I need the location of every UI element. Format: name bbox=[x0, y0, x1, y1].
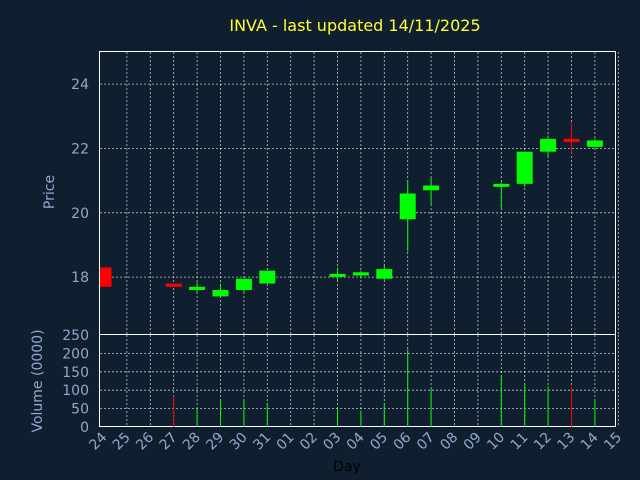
x-tick-label: 06 bbox=[391, 429, 415, 453]
x-axis: 24 25 26 27 28 29 30 31 01 02 03 04 05 06 07 08 09 10 11 12… bbox=[86, 429, 625, 453]
x-tick-label: 09 bbox=[461, 430, 485, 454]
x-tick-label: 26 bbox=[133, 429, 157, 453]
volume-y-tick-label: 100 bbox=[62, 383, 89, 399]
price-grid bbox=[100, 52, 619, 335]
x-tick-label: 03 bbox=[320, 430, 344, 454]
candle-body bbox=[189, 286, 206, 290]
volume-axis-label: Volume (0000) bbox=[30, 329, 46, 432]
x-tick-label: 29 bbox=[203, 430, 227, 454]
candle-body bbox=[165, 283, 182, 287]
price-y-tick-label: 22 bbox=[71, 141, 89, 157]
x-tick-label: 27 bbox=[157, 430, 181, 454]
x-tick-label: 05 bbox=[367, 430, 391, 454]
x-tick-label: 31 bbox=[250, 430, 274, 454]
candle-body bbox=[423, 185, 440, 191]
x-tick-label: 28 bbox=[180, 430, 204, 454]
candle-body bbox=[399, 193, 416, 220]
x-tick-label: 11 bbox=[508, 430, 532, 454]
price-y-tick-label: 24 bbox=[71, 77, 89, 93]
x-tick-label: 02 bbox=[297, 430, 321, 454]
candle-body bbox=[212, 289, 229, 297]
x-tick-label: 04 bbox=[344, 429, 368, 453]
x-tick-label: 24 bbox=[86, 429, 110, 453]
volume-y-axis: 0 50 100 150 200 250 bbox=[62, 328, 89, 436]
volume-panel-frame bbox=[99, 334, 616, 427]
x-tick-label: 07 bbox=[414, 430, 438, 454]
volume-y-tick-label: 200 bbox=[62, 346, 89, 362]
candle-body bbox=[235, 278, 252, 290]
candle-body bbox=[259, 270, 276, 284]
candle-body bbox=[563, 138, 580, 143]
volume-grid bbox=[100, 335, 619, 427]
chart-title: INVA - last updated 14/11/2025 bbox=[229, 16, 480, 35]
price-y-axis: 18 20 22 24 bbox=[71, 77, 89, 286]
candle-body bbox=[352, 272, 369, 276]
candle-body bbox=[540, 138, 557, 152]
price-axis-label: Price bbox=[42, 175, 58, 209]
x-tick-label: 30 bbox=[227, 430, 251, 454]
volume-y-tick-label: 250 bbox=[62, 328, 89, 344]
volume-y-tick-label: 0 bbox=[80, 420, 89, 436]
candle-body bbox=[516, 151, 533, 184]
x-axis-label: Day bbox=[333, 459, 361, 475]
x-tick-label: 14 bbox=[578, 429, 602, 453]
candle-body bbox=[100, 267, 112, 287]
x-tick-label: 25 bbox=[110, 430, 134, 454]
price-panel-frame bbox=[99, 51, 616, 335]
price-y-tick-label: 18 bbox=[71, 270, 89, 286]
candle-body bbox=[493, 183, 510, 187]
volume-y-tick-label: 150 bbox=[62, 365, 89, 381]
x-tick-label: 13 bbox=[554, 430, 578, 454]
x-tick-label: 12 bbox=[531, 430, 555, 454]
candles-layer bbox=[100, 122, 603, 297]
candle-body bbox=[329, 273, 346, 277]
x-tick-label: 01 bbox=[274, 430, 298, 454]
price-y-tick-label: 20 bbox=[71, 206, 89, 222]
volume-y-tick-label: 50 bbox=[71, 402, 89, 418]
candle-body bbox=[376, 269, 393, 279]
x-tick-label: 08 bbox=[437, 430, 461, 454]
x-tick-label: 10 bbox=[484, 430, 508, 454]
x-tick-label: 15 bbox=[601, 430, 625, 454]
volume-bars-layer bbox=[173, 349, 596, 427]
candle-body bbox=[586, 140, 603, 147]
